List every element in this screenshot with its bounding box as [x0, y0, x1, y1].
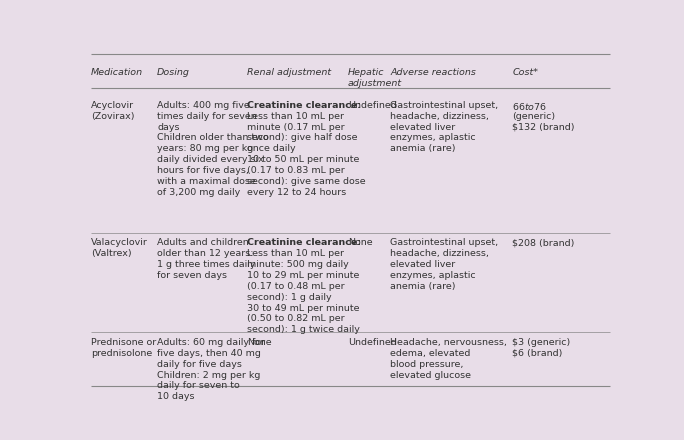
Text: prednisolone: prednisolone — [91, 349, 152, 358]
Text: daily for seven to: daily for seven to — [157, 381, 240, 390]
Text: Gastrointestinal upset,: Gastrointestinal upset, — [391, 101, 499, 110]
Text: Hepatic
adjustment: Hepatic adjustment — [348, 68, 402, 88]
Text: (0.50 to 0.82 mL per: (0.50 to 0.82 mL per — [247, 314, 345, 323]
Text: years: 80 mg per kg: years: 80 mg per kg — [157, 144, 253, 153]
Text: Undefined: Undefined — [348, 101, 397, 110]
Text: Creatinine clearance:: Creatinine clearance: — [247, 238, 361, 247]
Text: Dosing: Dosing — [157, 68, 190, 77]
Text: headache, dizziness,: headache, dizziness, — [391, 249, 489, 258]
Text: enzymes, aplastic: enzymes, aplastic — [391, 133, 476, 143]
Text: Valacyclovir: Valacyclovir — [91, 238, 148, 247]
Text: $132 (brand): $132 (brand) — [512, 123, 575, 132]
Text: enzymes, aplastic: enzymes, aplastic — [391, 271, 476, 280]
Text: Adverse reactions: Adverse reactions — [391, 68, 476, 77]
Text: Headache, nervousness,: Headache, nervousness, — [391, 338, 507, 347]
Text: hours for five days,: hours for five days, — [157, 166, 249, 175]
Text: $6 (brand): $6 (brand) — [512, 349, 563, 358]
Text: Acyclovir: Acyclovir — [91, 101, 134, 110]
Text: days: days — [157, 123, 180, 132]
Text: blood pressure,: blood pressure, — [391, 360, 464, 369]
Text: with a maximal dose: with a maximal dose — [157, 177, 256, 186]
Text: anemia (rare): anemia (rare) — [391, 144, 456, 153]
Text: (Zovirax): (Zovirax) — [91, 112, 134, 121]
Text: headache, dizziness,: headache, dizziness, — [391, 112, 489, 121]
Text: None: None — [348, 238, 373, 247]
Text: Children: 2 mg per kg: Children: 2 mg per kg — [157, 370, 261, 380]
Text: Gastrointestinal upset,: Gastrointestinal upset, — [391, 238, 499, 247]
Text: $3 (generic): $3 (generic) — [512, 338, 570, 347]
Text: second): give half dose: second): give half dose — [247, 133, 358, 143]
Text: Adults: 400 mg five: Adults: 400 mg five — [157, 101, 250, 110]
Text: 1 g three times daily: 1 g three times daily — [157, 260, 256, 269]
Text: (generic): (generic) — [512, 112, 555, 121]
Text: Undefined: Undefined — [348, 338, 397, 347]
Text: (Valtrex): (Valtrex) — [91, 249, 131, 258]
Text: every 12 to 24 hours: every 12 to 24 hours — [247, 187, 346, 197]
Text: five days, then 40 mg: five days, then 40 mg — [157, 349, 261, 358]
Text: $66 to $76: $66 to $76 — [512, 101, 547, 112]
Text: times daily for seven: times daily for seven — [157, 112, 256, 121]
Text: second): 1 g daily: second): 1 g daily — [247, 293, 332, 302]
Text: Creatinine clearance:: Creatinine clearance: — [247, 101, 361, 110]
Text: Adults: 60 mg daily for: Adults: 60 mg daily for — [157, 338, 265, 347]
Text: elevated liver: elevated liver — [391, 123, 456, 132]
Text: 10 to 29 mL per minute: 10 to 29 mL per minute — [247, 271, 360, 280]
Text: anemia (rare): anemia (rare) — [391, 282, 456, 291]
Text: Cost*: Cost* — [512, 68, 538, 77]
Text: Adults and children: Adults and children — [157, 238, 249, 247]
Text: second): 1 g twice daily: second): 1 g twice daily — [247, 325, 360, 334]
Text: elevated liver: elevated liver — [391, 260, 456, 269]
Text: Prednisone or: Prednisone or — [91, 338, 156, 347]
Text: Renal adjustment: Renal adjustment — [247, 68, 331, 77]
Text: (0.17 to 0.48 mL per: (0.17 to 0.48 mL per — [247, 282, 345, 291]
Text: elevated glucose: elevated glucose — [391, 370, 471, 380]
Text: 30 to 49 mL per minute: 30 to 49 mL per minute — [247, 304, 360, 312]
Text: $208 (brand): $208 (brand) — [512, 238, 575, 247]
Text: of 3,200 mg daily: of 3,200 mg daily — [157, 187, 240, 197]
Text: edema, elevated: edema, elevated — [391, 349, 471, 358]
Text: (0.17 to 0.83 mL per: (0.17 to 0.83 mL per — [247, 166, 345, 175]
Text: daily divided every six: daily divided every six — [157, 155, 264, 164]
Text: Children older than two: Children older than two — [157, 133, 269, 143]
Text: for seven days: for seven days — [157, 271, 227, 280]
Text: 10 days: 10 days — [157, 392, 194, 401]
Text: Less than 10 mL per: Less than 10 mL per — [247, 112, 344, 121]
Text: 10 to 50 mL per minute: 10 to 50 mL per minute — [247, 155, 360, 164]
Text: second): give same dose: second): give same dose — [247, 177, 366, 186]
Text: once daily: once daily — [247, 144, 295, 153]
Text: None: None — [247, 338, 272, 347]
Text: Medication: Medication — [91, 68, 143, 77]
Text: daily for five days: daily for five days — [157, 360, 242, 369]
Text: minute (0.17 mL per: minute (0.17 mL per — [247, 123, 345, 132]
Text: minute: 500 mg daily: minute: 500 mg daily — [247, 260, 349, 269]
Text: older than 12 years:: older than 12 years: — [157, 249, 254, 258]
Text: Less than 10 mL per: Less than 10 mL per — [247, 249, 344, 258]
